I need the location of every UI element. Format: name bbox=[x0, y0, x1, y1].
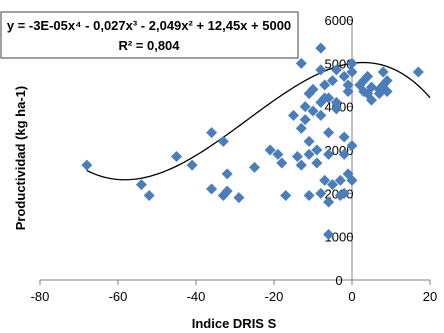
polynomial-trendline bbox=[86, 61, 431, 181]
data-point bbox=[366, 94, 377, 106]
data-point bbox=[135, 179, 147, 191]
data-point bbox=[338, 70, 350, 82]
data-point bbox=[338, 148, 350, 160]
x-tick-label: -40 bbox=[187, 289, 206, 304]
data-point bbox=[323, 196, 335, 208]
data-point bbox=[288, 109, 299, 121]
data-point bbox=[377, 66, 389, 78]
data-point bbox=[315, 109, 327, 121]
data-point bbox=[362, 70, 374, 82]
data-point bbox=[311, 144, 323, 156]
data-point bbox=[412, 66, 424, 78]
trendline-equation: y = -3E-05x⁴ - 0,027x³ - 2,049x² + 12,45… bbox=[7, 18, 291, 33]
data-point bbox=[346, 140, 358, 152]
data-point bbox=[272, 148, 284, 160]
data-point bbox=[303, 148, 315, 160]
equation-box: y = -3E-05x⁴ - 0,027x³ - 2,049x² + 12,45… bbox=[0, 11, 299, 59]
data-point bbox=[315, 64, 327, 76]
data-point bbox=[171, 151, 182, 162]
y-tick-label: 6000 bbox=[325, 13, 354, 28]
y-tick-label: 0 bbox=[335, 273, 342, 288]
data-point bbox=[295, 159, 307, 171]
data-point bbox=[373, 88, 385, 100]
data-point bbox=[81, 159, 93, 171]
data-point bbox=[327, 179, 338, 191]
r-squared-label: R² = 0,804 bbox=[118, 38, 180, 53]
data-point bbox=[291, 151, 303, 162]
x-tick-label: -20 bbox=[265, 289, 284, 304]
data-point bbox=[330, 103, 342, 115]
data-point bbox=[303, 190, 315, 201]
data-point bbox=[307, 105, 319, 117]
data-point bbox=[143, 190, 155, 201]
x-tick-label: 0 bbox=[348, 289, 355, 304]
data-point bbox=[327, 75, 338, 87]
data-point bbox=[295, 57, 307, 69]
data-point bbox=[319, 174, 331, 186]
data-point bbox=[338, 131, 350, 143]
data-point bbox=[249, 161, 260, 173]
data-point bbox=[299, 101, 311, 113]
data-point bbox=[299, 114, 311, 126]
data-point bbox=[264, 144, 276, 156]
data-point bbox=[381, 86, 393, 97]
data-point bbox=[315, 42, 327, 54]
x-tick-label: -60 bbox=[109, 289, 128, 304]
data-point bbox=[303, 135, 315, 147]
data-point bbox=[276, 157, 288, 169]
data-point bbox=[319, 79, 331, 91]
data-point bbox=[342, 79, 354, 91]
data-point bbox=[323, 92, 335, 104]
data-point bbox=[307, 83, 319, 95]
data-point bbox=[323, 229, 335, 240]
data-point bbox=[221, 185, 233, 197]
data-point bbox=[346, 66, 358, 78]
data-point bbox=[311, 157, 323, 169]
data-point bbox=[330, 96, 342, 108]
data-point bbox=[186, 159, 198, 171]
x-tick-label: -80 bbox=[31, 289, 50, 304]
data-point bbox=[346, 57, 358, 69]
data-point bbox=[323, 127, 335, 139]
data-point bbox=[330, 64, 342, 76]
x-axis-title: Indice DRIS S bbox=[192, 316, 277, 331]
y-tick-label: 5000 bbox=[325, 56, 354, 71]
data-point bbox=[323, 148, 335, 160]
x-tick-label: 20 bbox=[423, 289, 437, 304]
data-point bbox=[366, 81, 377, 93]
data-points bbox=[81, 42, 424, 240]
data-point bbox=[206, 127, 218, 139]
y-axis-title: Productividad (kg ha-1) bbox=[13, 86, 28, 230]
data-point bbox=[280, 190, 292, 201]
data-point bbox=[342, 86, 354, 97]
data-point bbox=[233, 192, 245, 204]
data-point bbox=[315, 187, 327, 199]
data-point bbox=[221, 168, 233, 180]
data-point bbox=[334, 174, 346, 186]
data-point bbox=[346, 174, 358, 186]
data-point bbox=[338, 187, 350, 199]
x-axis-ticks: -80 -60 -40 -20 0 20 bbox=[31, 280, 437, 304]
data-point bbox=[206, 183, 218, 195]
data-point bbox=[217, 135, 229, 147]
data-point bbox=[295, 122, 307, 134]
data-point bbox=[381, 75, 393, 87]
